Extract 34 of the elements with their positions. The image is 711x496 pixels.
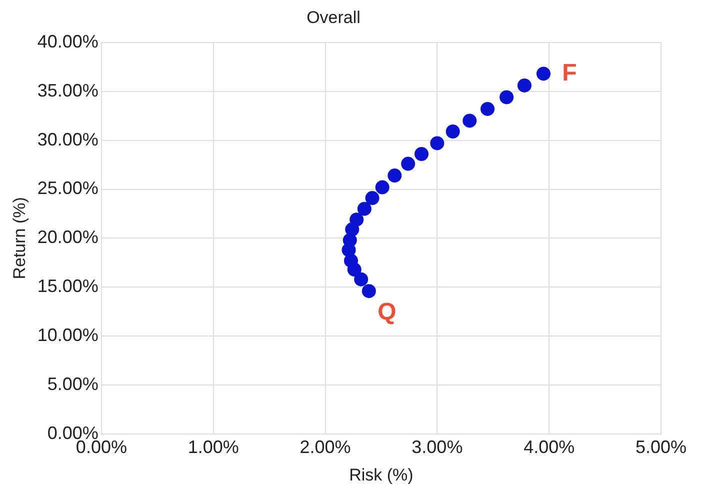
point [480,102,495,116]
x-tick-label: 1.00% [188,436,239,457]
y-tick-label: 20.00% [37,227,98,248]
point [388,168,402,183]
point [446,124,460,138]
x-axis-title: Risk (%) [349,465,414,484]
chart-title: Overall [306,8,360,27]
point [365,191,380,206]
point [517,78,532,92]
point [401,156,416,171]
x-tick-label: 3.00% [412,436,463,457]
point [357,202,372,216]
y-tick-label: 35.00% [37,80,98,100]
y-tick-label: 10.00% [37,325,98,346]
point [536,66,550,81]
y-tick-label: 5.00% [47,374,98,394]
y-tick-label: 30.00% [37,129,98,150]
y-axis-title: Return (%) [10,197,29,280]
point [350,212,364,227]
point [414,147,429,162]
x-tick-label: 2.00% [300,436,351,457]
point [375,180,390,194]
x-tick-label: 4.00% [524,436,575,457]
point [354,272,368,286]
y-tick-label: 15.00% [37,276,98,296]
point [500,90,514,104]
annotation: F [562,59,577,86]
annotation: Q [378,298,396,326]
point [430,136,444,150]
y-tick-label: 40.00% [37,31,98,52]
point [462,114,477,128]
point [362,284,376,298]
y-tick-label: 25.00% [37,178,98,198]
x-tick-label: 5.00% [635,436,687,457]
